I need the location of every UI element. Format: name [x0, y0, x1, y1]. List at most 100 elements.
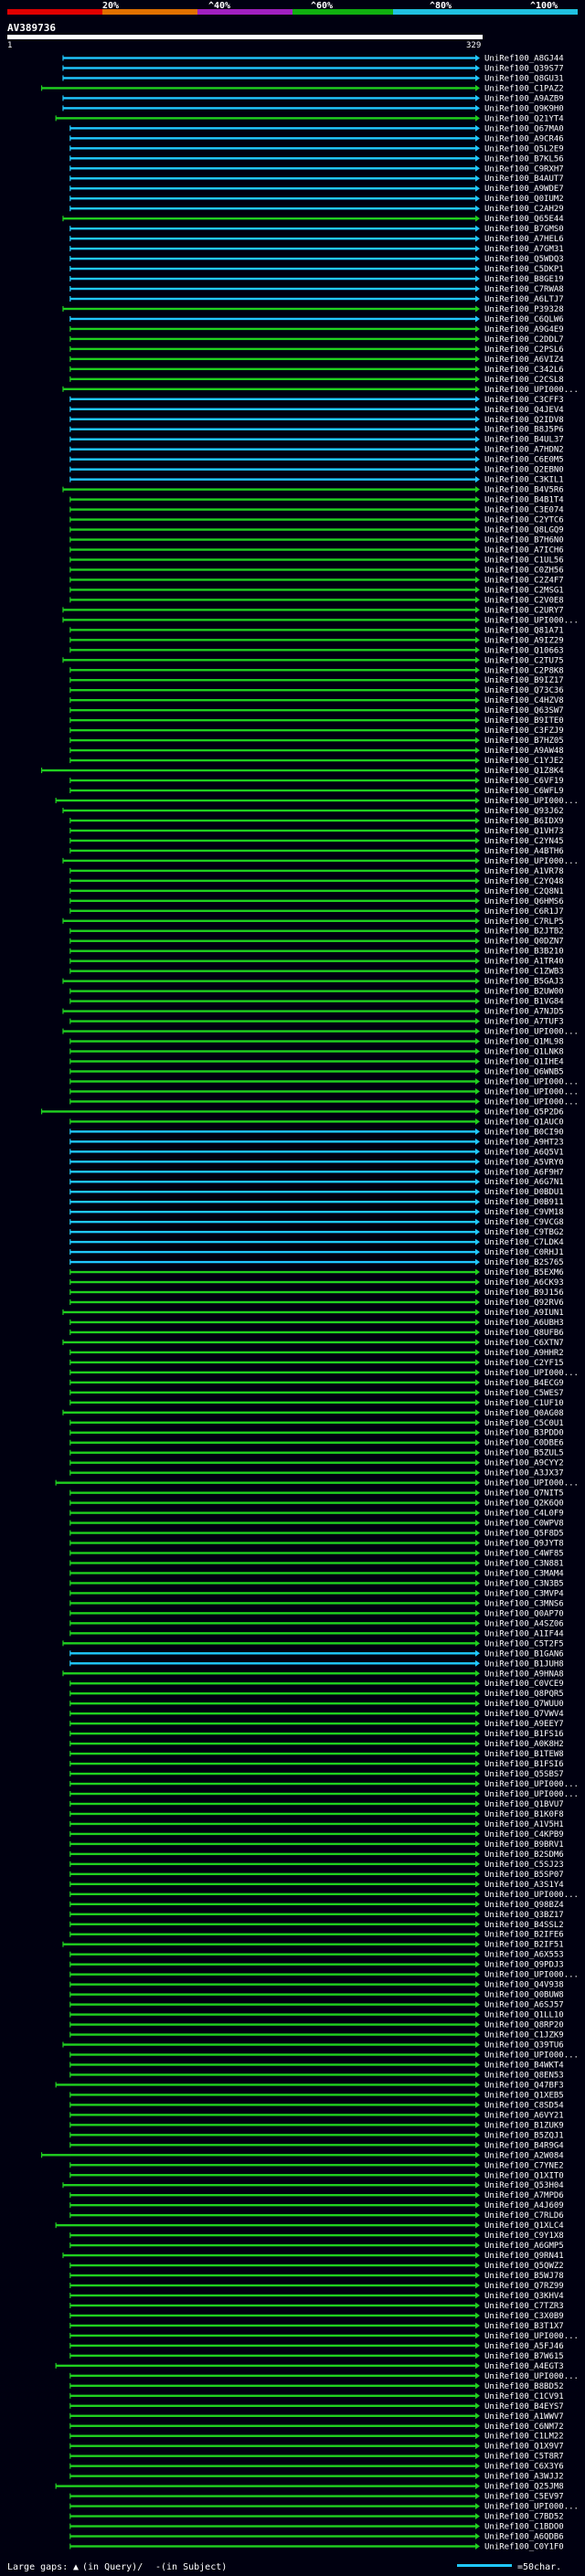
hit-label[interactable]: UniRef100_A6SJ57 [484, 2001, 564, 2010]
hit-label[interactable]: UniRef100_A7NJD5 [484, 1008, 564, 1017]
hit-label[interactable]: UniRef100_A9HNA8 [484, 1670, 564, 1679]
hit-label[interactable]: UniRef100_Q5L2E9 [484, 144, 564, 154]
hit-label[interactable]: UniRef100_B9J156 [484, 1288, 564, 1298]
hit-label[interactable]: UniRef100_UPI000... [484, 1971, 579, 1980]
hit-label[interactable]: UniRef100_C6VF19 [484, 777, 564, 786]
hit-label[interactable]: UniRef100_A9EEY7 [484, 1720, 564, 1729]
hit-label[interactable]: UniRef100_C3MAM4 [484, 1569, 564, 1578]
hit-label[interactable]: UniRef100_B5WJ78 [484, 2272, 564, 2281]
hit-label[interactable]: UniRef100_C6E0M5 [484, 456, 564, 465]
hit-label[interactable]: UniRef100_B3PDD0 [484, 1429, 564, 1438]
hit-label[interactable]: UniRef100_A6QDB6 [484, 2533, 564, 2542]
hit-label[interactable]: UniRef100_C0DBE6 [484, 1439, 564, 1448]
hit-label[interactable]: UniRef100_C6QLW6 [484, 315, 564, 324]
hit-label[interactable]: UniRef100_C6X3Y6 [484, 2463, 564, 2472]
hit-label[interactable]: UniRef100_Q8RP20 [484, 2021, 564, 2030]
hit-label[interactable]: UniRef100_Q9PDJ3 [484, 1961, 564, 1970]
hit-label[interactable]: UniRef100_A0K8H2 [484, 1740, 564, 1749]
hit-label[interactable]: UniRef100_A6CK93 [484, 1278, 564, 1288]
hit-label[interactable]: UniRef100_Q6HMS6 [484, 897, 564, 906]
hit-label[interactable]: UniRef100_A6VIZ4 [484, 355, 564, 365]
hit-label[interactable]: UniRef100_C1CV91 [484, 2392, 564, 2401]
hit-label[interactable]: UniRef100_Q3KHV4 [484, 2292, 564, 2301]
hit-label[interactable]: UniRef100_C5SJ23 [484, 1860, 564, 1870]
hit-label[interactable]: UniRef100_Q7NIT5 [484, 1489, 564, 1499]
hit-label[interactable]: UniRef100_A6X553 [484, 1951, 564, 1960]
hit-label[interactable]: UniRef100_C2V0E8 [484, 596, 564, 605]
hit-label[interactable]: UniRef100_Q2IDV8 [484, 416, 564, 425]
hit-label[interactable]: UniRef100_Q21YT4 [484, 114, 564, 123]
hit-label[interactable]: UniRef100_UPI000... [484, 857, 579, 866]
hit-label[interactable]: UniRef100_UPI000... [484, 1087, 579, 1097]
hit-label[interactable]: UniRef100_Q93J62 [484, 807, 564, 816]
hit-label[interactable]: UniRef100_B6IDX9 [484, 817, 564, 826]
hit-label[interactable]: UniRef100_UPI000... [484, 797, 579, 806]
hit-label[interactable]: UniRef100_B1FS16 [484, 1730, 564, 1739]
hit-label[interactable]: UniRef100_Q25JM8 [484, 2483, 564, 2492]
hit-label[interactable]: UniRef100_B5SP07 [484, 1871, 564, 1880]
hit-label[interactable]: UniRef100_A4SZ06 [484, 1619, 564, 1628]
hit-label[interactable]: UniRef100_Q47BF3 [484, 2081, 564, 2090]
hit-label[interactable]: UniRef100_B3T1X7 [484, 2322, 564, 2331]
hit-label[interactable]: UniRef100_Q6WNB5 [484, 1067, 564, 1076]
hit-label[interactable]: UniRef100_Q0IUM2 [484, 195, 564, 204]
hit-label[interactable]: UniRef100_C3N881 [484, 1559, 564, 1568]
hit-label[interactable]: UniRef100_C3E074 [484, 506, 564, 515]
hit-label[interactable]: UniRef100_B7H6N0 [484, 536, 564, 546]
hit-label[interactable]: UniRef100_A7HDN2 [484, 446, 564, 455]
hit-label[interactable]: UniRef100_C3N3B5 [484, 1579, 564, 1588]
hit-label[interactable]: UniRef100_A7GM31 [484, 245, 564, 254]
hit-label[interactable]: UniRef100_C9VCG8 [484, 1218, 564, 1227]
hit-label[interactable]: UniRef100_Q1VH73 [484, 827, 564, 836]
hit-label[interactable]: UniRef100_C8SD54 [484, 2101, 564, 2110]
hit-label[interactable]: UniRef100_Q92RV6 [484, 1299, 564, 1308]
hit-label[interactable]: UniRef100_UPI000... [484, 1097, 579, 1107]
hit-label[interactable]: UniRef100_UPI000... [484, 1077, 579, 1087]
hit-label[interactable]: UniRef100_A9AZB9 [484, 94, 564, 103]
hit-label[interactable]: UniRef100_Q5SBS7 [484, 1770, 564, 1779]
hit-label[interactable]: UniRef100_Q1IHE4 [484, 1057, 564, 1066]
hit-label[interactable]: UniRef100_A9CR46 [484, 134, 564, 143]
hit-label[interactable]: UniRef100_C6XTN7 [484, 1339, 564, 1348]
hit-label[interactable]: UniRef100_Q1LNK8 [484, 1048, 564, 1057]
hit-label[interactable]: UniRef100_B9ITE0 [484, 716, 564, 726]
hit-label[interactable]: UniRef100_A4J609 [484, 2201, 564, 2210]
hit-label[interactable]: UniRef100_A2W084 [484, 2151, 564, 2160]
hit-label[interactable]: UniRef100_B4ECG9 [484, 1379, 564, 1388]
hit-label[interactable]: UniRef100_A9HT23 [484, 1138, 564, 1147]
hit-label[interactable]: UniRef100_C5DKP1 [484, 265, 564, 274]
hit-label[interactable]: UniRef100_Q1Z8K4 [484, 767, 564, 776]
hit-label[interactable]: UniRef100_Q1ML98 [484, 1038, 564, 1047]
hit-label[interactable]: UniRef100_B1TEW8 [484, 1750, 564, 1759]
hit-label[interactable]: UniRef100_UPI000... [484, 386, 579, 395]
hit-label[interactable]: UniRef100_B1JUH8 [484, 1659, 564, 1669]
hit-label[interactable]: UniRef100_B2UW00 [484, 988, 564, 997]
hit-label[interactable]: UniRef100_C6WFL9 [484, 787, 564, 796]
hit-label[interactable]: UniRef100_C2TU75 [484, 656, 564, 665]
hit-label[interactable]: UniRef100_Q5QWZ2 [484, 2262, 564, 2271]
hit-label[interactable]: UniRef100_C7LDK4 [484, 1238, 564, 1247]
hit-label[interactable]: UniRef100_B2S765 [484, 1258, 564, 1267]
hit-label[interactable]: UniRef100_C5EV97 [484, 2493, 564, 2502]
hit-label[interactable]: UniRef100_Q1XIT0 [484, 2171, 564, 2180]
hit-label[interactable]: UniRef100_C9Y1X8 [484, 2231, 564, 2241]
hit-label[interactable]: UniRef100_B9IZ17 [484, 676, 564, 685]
hit-label[interactable]: UniRef100_A8GJ44 [484, 54, 564, 63]
hit-label[interactable]: UniRef100_Q1LL10 [484, 2011, 564, 2020]
hit-label[interactable]: UniRef100_B4R9G4 [484, 2141, 564, 2150]
hit-label[interactable]: UniRef100_Q7RZ99 [484, 2282, 564, 2291]
hit-label[interactable]: UniRef100_A9WDE7 [484, 185, 564, 194]
hit-label[interactable]: UniRef100_A6F9H7 [484, 1168, 564, 1177]
hit-label[interactable]: UniRef100_Q39S77 [484, 64, 564, 73]
hit-label[interactable]: UniRef100_A3JX37 [484, 1469, 564, 1479]
hit-label[interactable]: UniRef100_C5T2F5 [484, 1639, 564, 1648]
hit-label[interactable]: UniRef100_Q8UFB6 [484, 1329, 564, 1338]
hit-label[interactable]: UniRef100_C7BD52 [484, 2513, 564, 2522]
hit-label[interactable]: UniRef100_A6Q5V1 [484, 1148, 564, 1157]
hit-label[interactable]: UniRef100_B3B210 [484, 948, 564, 957]
hit-label[interactable]: UniRef100_Q1XLC4 [484, 2221, 564, 2231]
hit-label[interactable]: UniRef100_A3S1Y4 [484, 1881, 564, 1890]
hit-label[interactable]: UniRef100_Q63SW7 [484, 706, 564, 716]
hit-label[interactable]: UniRef100_Q98BZ4 [484, 1901, 564, 1910]
hit-label[interactable]: UniRef100_A1V5H1 [484, 1820, 564, 1829]
